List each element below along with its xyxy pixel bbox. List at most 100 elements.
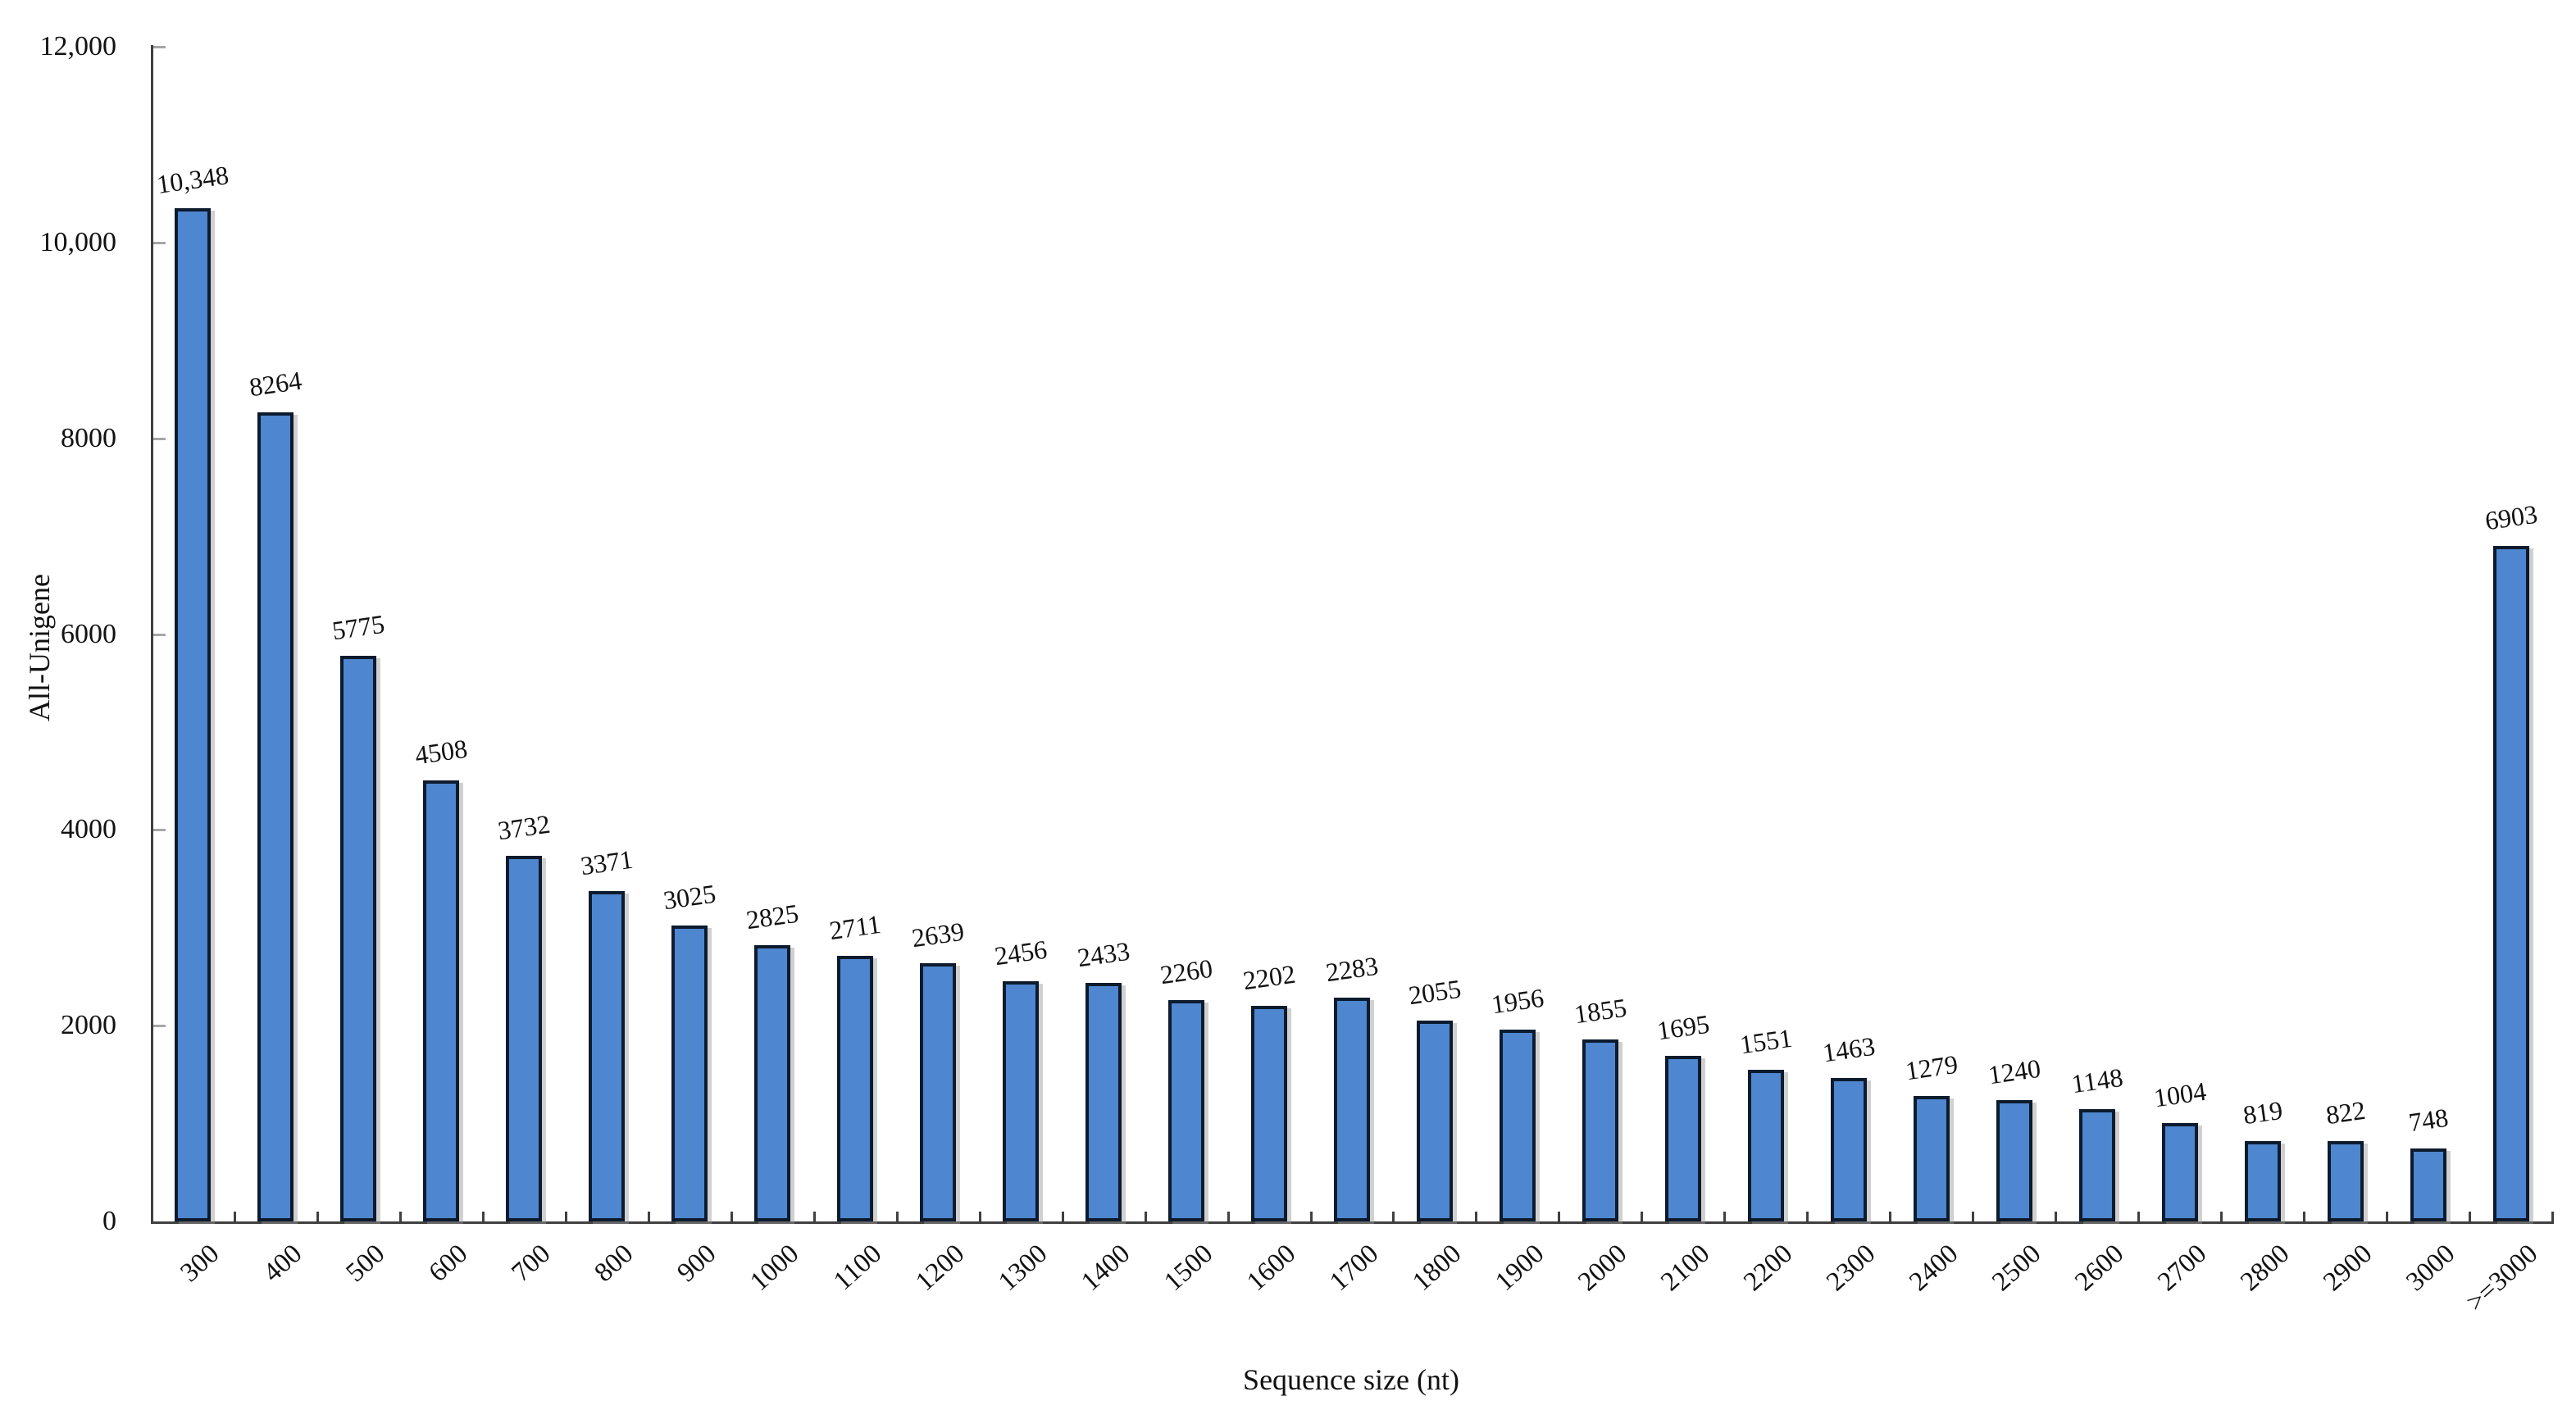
x-axis-tick-label: 1000 — [744, 1239, 805, 1298]
x-axis-tick-mark — [564, 1212, 567, 1222]
y-axis-tick-label: 10,000 — [39, 226, 117, 257]
y-axis-line — [151, 45, 153, 1224]
bar-value-label: 6903 — [2483, 498, 2539, 536]
bar-value-label: 3371 — [579, 844, 635, 881]
bar — [1417, 1021, 1453, 1221]
x-axis-tick-mark — [2137, 1212, 2141, 1222]
x-axis-tick-mark — [2386, 1212, 2389, 1222]
x-axis-tick-label: 1700 — [1324, 1239, 1385, 1298]
x-axis-tick-mark — [730, 1212, 733, 1222]
x-axis-tick-mark — [978, 1212, 981, 1222]
y-axis-tick-mark — [153, 241, 166, 244]
bar-value-label: 2433 — [1075, 935, 1132, 973]
bar — [2162, 1123, 2198, 1221]
x-axis-tick-label: 800 — [589, 1239, 639, 1289]
bar — [1500, 1030, 1536, 1221]
x-axis-tick-mark — [1889, 1212, 1892, 1222]
bar-value-label: 2711 — [827, 908, 883, 946]
bar-value-label: 1956 — [1489, 982, 1546, 1020]
y-axis-tick-label: 0 — [102, 1206, 116, 1236]
bar — [1168, 1000, 1204, 1221]
bar — [1334, 998, 1370, 1221]
x-axis-tick-mark — [1723, 1212, 1727, 1222]
x-axis-tick-label: >=3000 — [2460, 1239, 2543, 1318]
bar-value-label: 2825 — [744, 898, 801, 935]
y-axis-tick-mark — [153, 633, 166, 636]
y-axis-tick-label: 6000 — [61, 618, 116, 649]
x-axis-tick-label: 1100 — [828, 1239, 888, 1297]
bar-value-label: 2283 — [1323, 950, 1381, 988]
x-axis-tick-mark — [895, 1212, 899, 1222]
bar-value-label: 8264 — [248, 365, 304, 403]
bar — [837, 956, 873, 1221]
bar — [671, 926, 708, 1221]
x-axis-line — [151, 1221, 2554, 1224]
bar — [1914, 1096, 1950, 1221]
y-axis-tick-label: 2000 — [61, 1010, 116, 1041]
x-axis-tick-mark — [1309, 1212, 1313, 1222]
bar-value-label: 819 — [2241, 1094, 2284, 1130]
y-axis-tick-mark — [153, 1025, 166, 1028]
x-axis-tick-mark — [233, 1212, 236, 1222]
x-axis-tick-mark — [647, 1212, 650, 1222]
bar — [257, 412, 294, 1221]
x-axis-tick-label: 1900 — [1490, 1239, 1550, 1298]
x-axis-tick-mark — [1144, 1212, 1147, 1222]
x-axis-tick-label: 2100 — [1655, 1239, 1716, 1298]
bar-value-label: 1463 — [1820, 1030, 1877, 1068]
x-axis-tick-mark — [1061, 1212, 1064, 1222]
bar-value-label: 5775 — [330, 608, 387, 646]
x-axis-tick-label: 2200 — [1738, 1239, 1799, 1298]
y-axis-tick-mark — [153, 829, 166, 832]
bar-value-label: 1855 — [1572, 992, 1629, 1030]
x-axis-tick-mark — [1972, 1212, 1975, 1222]
bar — [175, 208, 211, 1221]
x-axis-tick-mark — [1227, 1212, 1230, 1222]
y-axis-tick-mark — [153, 437, 166, 440]
x-axis-tick-mark — [481, 1212, 485, 1222]
x-axis-tick-label: 2400 — [1904, 1239, 1964, 1298]
bar-value-label: 2639 — [909, 916, 967, 953]
bar-value-label: 3025 — [662, 878, 718, 916]
x-axis-tick-label: 1400 — [1076, 1239, 1136, 1298]
x-axis-tick-mark — [1392, 1212, 1395, 1222]
x-axis-title: Sequence size (nt) — [1243, 1363, 1459, 1396]
y-axis-tick-label: 12,000 — [39, 31, 117, 61]
x-axis-tick-label: 2500 — [1987, 1239, 2047, 1298]
bar — [2493, 546, 2529, 1221]
bar-value-label: 822 — [2323, 1094, 2367, 1130]
x-axis-tick-label: 2700 — [2151, 1239, 2213, 1298]
x-axis-tick-label: 900 — [671, 1239, 722, 1289]
x-axis-tick-mark — [316, 1212, 319, 1222]
bar — [2245, 1141, 2281, 1221]
y-axis-tick-label: 8000 — [61, 422, 116, 453]
bar — [506, 856, 542, 1221]
bar-value-label: 1148 — [2069, 1062, 2125, 1099]
bar — [2079, 1109, 2115, 1221]
bar — [1996, 1100, 2032, 1221]
x-axis-tick-label: 2300 — [1821, 1239, 1882, 1298]
x-axis-tick-label: 400 — [257, 1239, 308, 1289]
x-axis-tick-label: 300 — [175, 1239, 225, 1289]
bar-value-label: 1551 — [1737, 1022, 1795, 1060]
x-axis-tick-label: 1300 — [993, 1239, 1054, 1298]
x-axis-tick-mark — [1475, 1212, 1478, 1222]
x-axis-tick-mark — [2469, 1212, 2472, 1222]
bar-value-label: 1695 — [1654, 1008, 1712, 1046]
x-axis-tick-label: 2600 — [2069, 1239, 2130, 1298]
x-axis-tick-label: 700 — [506, 1239, 557, 1289]
bar-value-label: 10,348 — [155, 160, 231, 199]
x-axis-tick-label: 1800 — [1407, 1239, 1468, 1298]
bar — [589, 891, 625, 1221]
x-axis-tick-label: 2000 — [1572, 1239, 1633, 1298]
bar-value-label: 2202 — [1240, 958, 1298, 996]
x-axis-tick-label: 500 — [340, 1239, 391, 1289]
x-axis-tick-mark — [2551, 1212, 2554, 1222]
bar-value-label: 2260 — [1158, 953, 1215, 990]
x-axis-tick-mark — [1641, 1212, 1644, 1222]
x-axis-tick-mark — [1806, 1212, 1809, 1222]
y-axis-tick-label: 4000 — [61, 814, 116, 845]
bar — [1251, 1006, 1287, 1221]
bar-value-label: 3732 — [496, 808, 553, 846]
